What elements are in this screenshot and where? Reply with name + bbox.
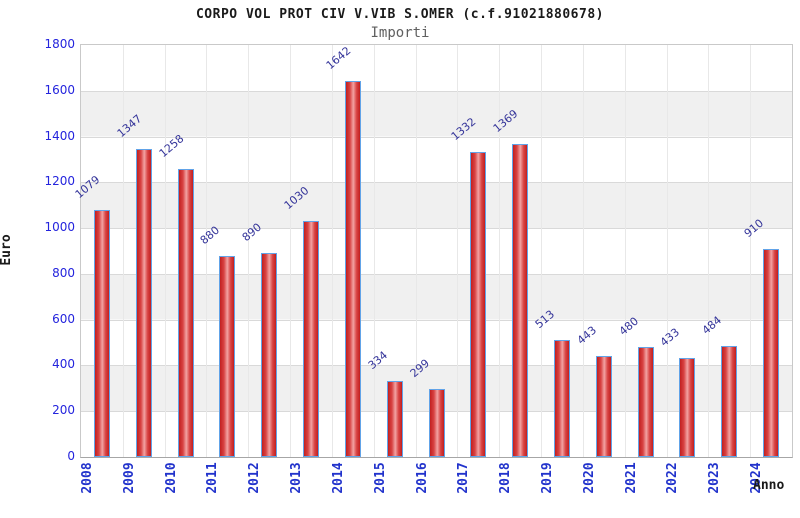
column-separator <box>248 45 250 457</box>
bar-2024 <box>763 248 780 457</box>
bar-2020 <box>595 355 612 457</box>
y-axis-title: Euro <box>0 234 14 266</box>
x-tick-2023: 2023 <box>707 462 723 494</box>
column-separator <box>624 45 626 457</box>
x-tick-2010: 2010 <box>163 462 179 494</box>
bar-2014 <box>344 81 361 457</box>
bar-2023 <box>721 346 738 457</box>
x-tick-2018: 2018 <box>498 462 514 494</box>
column-separator <box>415 45 417 457</box>
chart-canvas: CORPO VOL PROT CIV V.VIB S.OMER (c.f.910… <box>0 7 793 494</box>
y-tick-0: 0 <box>67 449 75 463</box>
bar-2012 <box>261 253 278 457</box>
x-tick-2014: 2014 <box>330 462 346 494</box>
chart-subtitle: Importi <box>370 25 430 41</box>
column-separator <box>582 45 584 457</box>
x-tick-2013: 2013 <box>289 462 305 494</box>
x-tick-2009: 2009 <box>121 462 137 494</box>
column-separator <box>750 45 752 457</box>
column-separator <box>457 45 459 457</box>
y-tick-600: 600 <box>52 311 75 326</box>
x-tick-2021: 2021 <box>623 462 639 494</box>
column-separator <box>541 45 543 457</box>
chart-title: CORPO VOL PROT CIV V.VIB S.OMER (c.f.910… <box>195 7 604 22</box>
bar-2013 <box>303 221 320 457</box>
bar-2022 <box>679 357 696 457</box>
x-tick-2011: 2011 <box>205 462 221 494</box>
column-separator <box>164 45 166 457</box>
gridline-800 <box>81 273 792 275</box>
plot-area <box>80 44 793 458</box>
gridline-1600 <box>81 90 792 92</box>
bar-2017 <box>470 152 487 457</box>
column-separator <box>373 45 375 457</box>
bar-2021 <box>637 347 654 457</box>
y-tick-400: 400 <box>52 357 75 372</box>
gridline-600 <box>81 319 792 321</box>
y-tick-200: 200 <box>52 403 75 418</box>
x-tick-2022: 2022 <box>665 462 681 494</box>
bar-2016 <box>428 388 445 457</box>
gridline-400 <box>81 365 792 367</box>
x-axis-title: Anno <box>753 478 785 493</box>
x-tick-2019: 2019 <box>539 462 555 494</box>
gridline-1400 <box>81 136 792 138</box>
bar-2008 <box>93 210 110 457</box>
bar-2018 <box>512 143 529 457</box>
bar-2019 <box>553 339 570 457</box>
y-tick-1200: 1200 <box>44 174 75 189</box>
x-tick-2017: 2017 <box>456 462 472 494</box>
x-tick-2008: 2008 <box>79 462 95 494</box>
bar-2009 <box>135 148 152 457</box>
y-tick-1000: 1000 <box>44 220 75 235</box>
x-tick-2015: 2015 <box>372 462 388 494</box>
column-separator <box>206 45 208 457</box>
column-separator <box>666 45 668 457</box>
gridline-1000 <box>81 228 792 230</box>
y-tick-1400: 1400 <box>44 128 75 143</box>
bar-2011 <box>219 255 236 457</box>
gridline-1200 <box>81 182 792 184</box>
column-separator <box>331 45 333 457</box>
bar-2015 <box>386 380 403 457</box>
y-tick-1600: 1600 <box>44 82 75 97</box>
column-separator <box>708 45 710 457</box>
column-separator <box>122 45 124 457</box>
column-separator <box>290 45 292 457</box>
x-tick-2016: 2016 <box>414 462 430 494</box>
x-tick-2020: 2020 <box>581 462 597 494</box>
x-tick-2012: 2012 <box>247 462 263 494</box>
bar-2010 <box>177 169 194 457</box>
y-tick-800: 800 <box>52 265 75 280</box>
column-separator <box>499 45 501 457</box>
y-tick-1800: 1800 <box>44 37 75 51</box>
